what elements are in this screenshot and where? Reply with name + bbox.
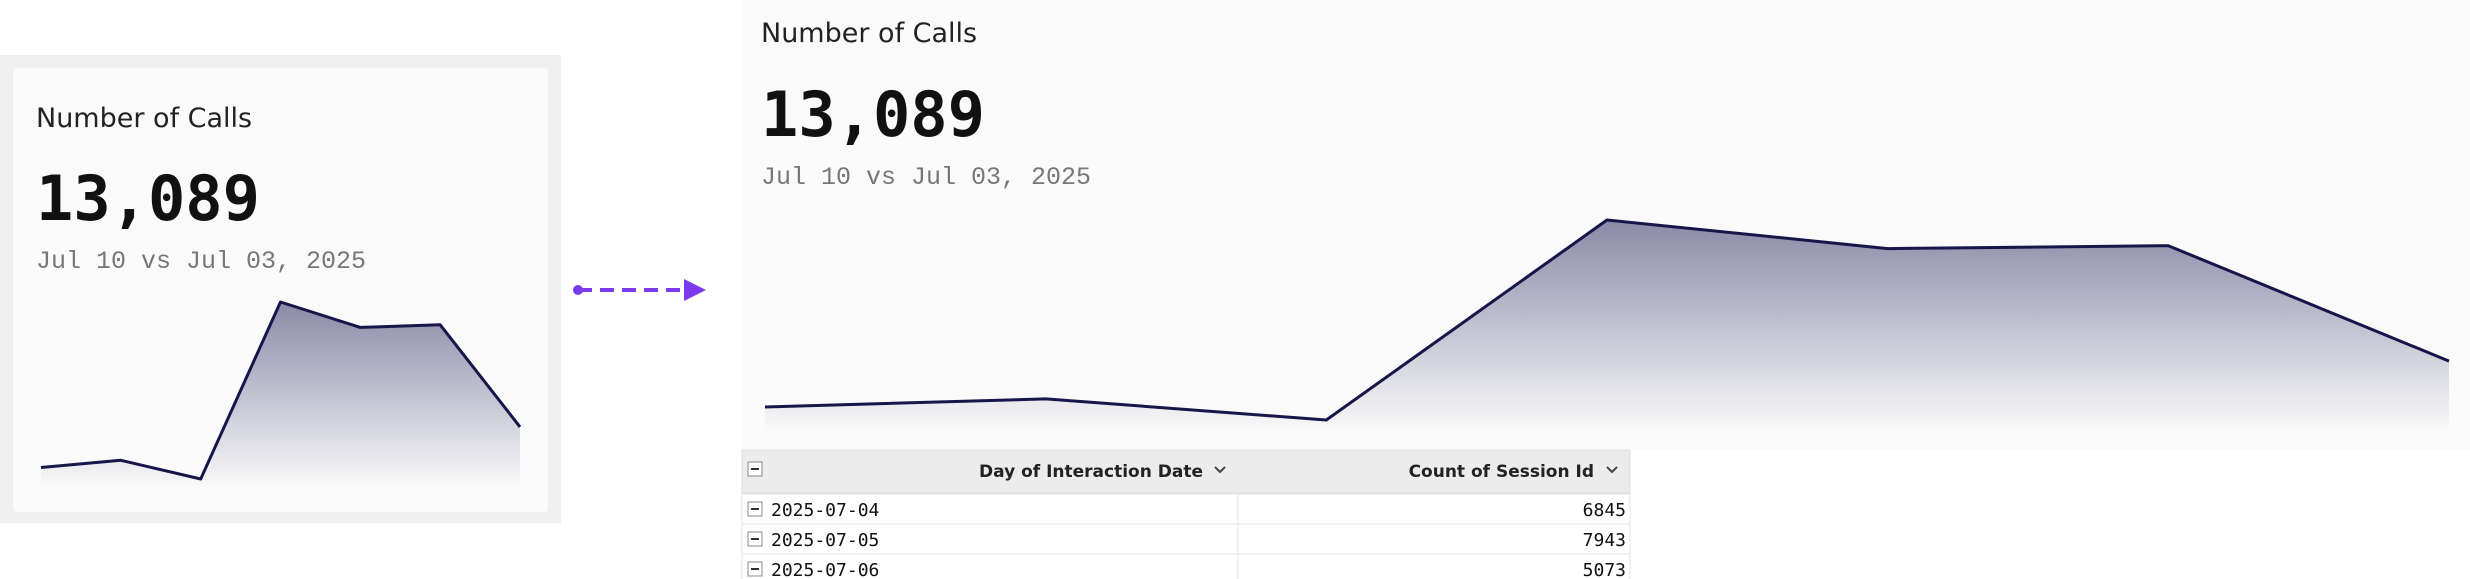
row-date: 2025-07-06 [771,560,879,579]
row-date: 2025-07-05 [771,530,879,551]
headline: 13,089 [761,78,985,151]
arrow [573,279,706,301]
table-row [741,553,1631,579]
table-row [741,493,1631,525]
table-header [741,449,1631,494]
area [41,302,520,488]
subtitle: Jul 10 vs Jul 03, 2025 [36,247,366,276]
row-date: 2025-07-04 [771,500,879,521]
area [765,220,2449,433]
line [40,300,522,481]
row-count: 6845 [1583,500,1626,521]
row-count: 5073 [1583,560,1626,579]
table-row [741,523,1631,555]
row-count: 7943 [1583,530,1626,551]
card-title: Number of Calls [761,18,977,49]
table: Day of Interaction Date Count of Session… [741,449,1631,494]
column-header[interactable]: Count of Session Id [1409,462,1594,482]
headline: 13,089 [36,162,260,235]
card-title: Number of Calls [36,103,252,134]
subtitle: Jul 10 vs Jul 03, 2025 [761,163,1091,192]
line [764,218,2450,422]
column-header[interactable]: Day of Interaction Date [979,462,1203,482]
